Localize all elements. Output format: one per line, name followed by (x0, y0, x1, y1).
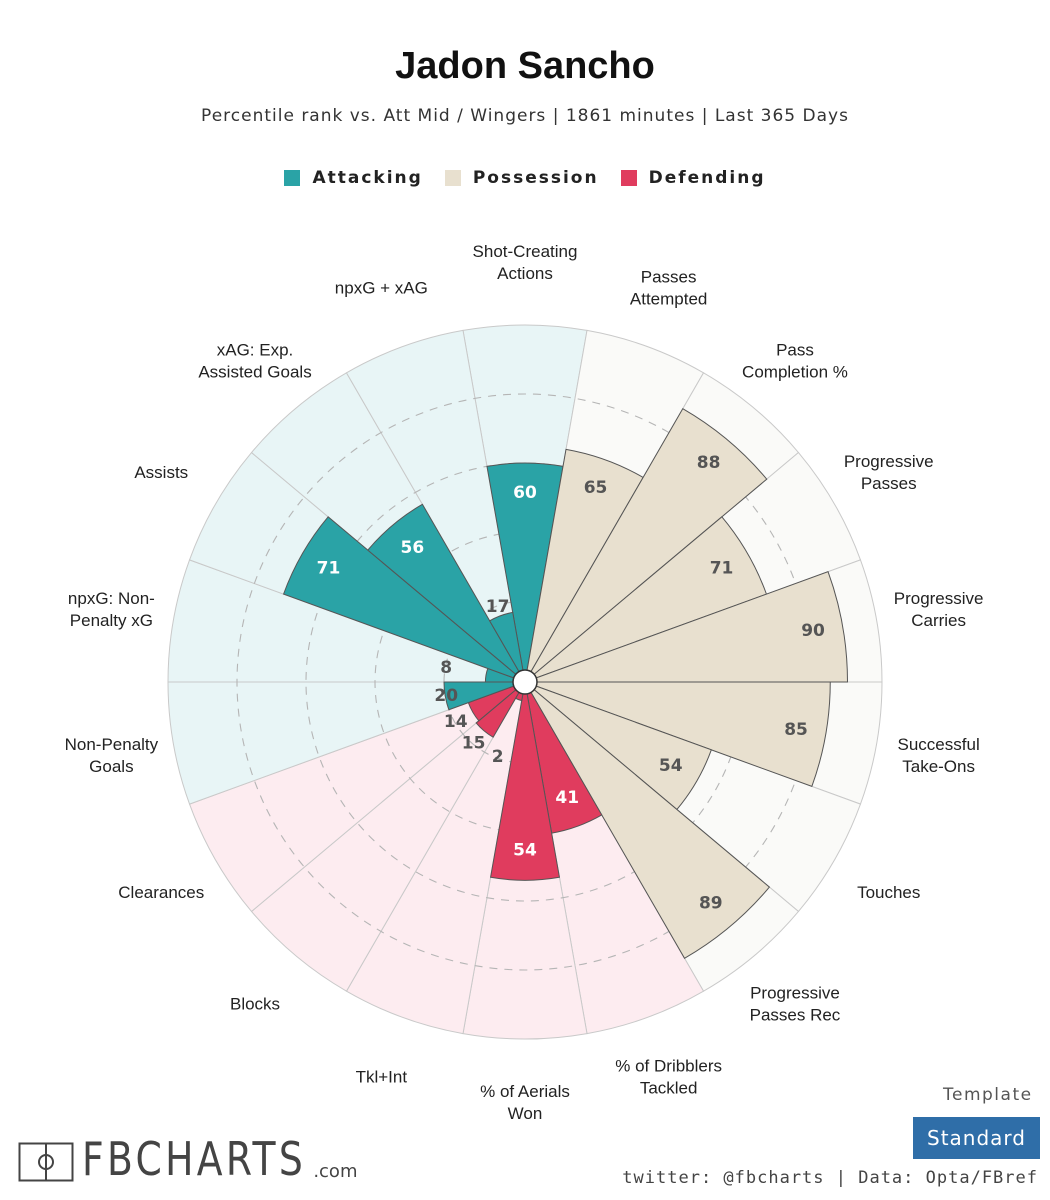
value-label-clearances: 14 (444, 712, 468, 732)
category-label-of-dribblers-tackled: % of Dribblers Tackled (615, 1057, 722, 1098)
value-label-passes-attempted: 65 (584, 478, 608, 498)
category-label-progressive-passes-rec: Progressive Passes Rec (750, 984, 841, 1025)
category-label-progressive-carries: Progressive Carries (894, 589, 984, 630)
legend-item-possession: Possession (444, 168, 599, 188)
value-label-tkl-int: 2 (492, 747, 504, 767)
legend: Attacking Possession Defending (0, 168, 1050, 188)
chart-subtitle: Percentile rank vs. Att Mid / Wingers | … (201, 106, 849, 126)
category-label-progressive-passes: Progressive Passes (844, 452, 934, 493)
legend-label-defending: Defending (648, 168, 766, 188)
logo-suffix: .com (313, 1161, 358, 1182)
logo-text: FBCHARTS (82, 1132, 307, 1186)
value-label-blocks: 15 (462, 733, 486, 753)
value-label-progressive-passes-rec: 89 (699, 893, 723, 913)
fbcharts-logo: FBCHARTS .com (18, 1136, 357, 1182)
chart-title: Jadon Sancho (395, 45, 655, 87)
category-label-clearances: Clearances (118, 883, 204, 902)
value-label-shot-creating-actions: 60 (513, 483, 537, 503)
value-label-assists: 71 (317, 559, 341, 579)
pitch-logo-icon (18, 1142, 74, 1182)
legend-item-defending: Defending (620, 168, 766, 188)
category-labels: Shot-Creating Actions Passes Attempted Pass C… (65, 242, 984, 1123)
template-badge: Standard (913, 1117, 1040, 1159)
value-label-npxg-non-penalty-xg: 8 (440, 658, 452, 678)
category-label-blocks: Blocks (230, 995, 280, 1014)
value-label-touches: 54 (659, 756, 683, 776)
category-label-non-penalty-goals: Non-Penalty Goals (65, 735, 159, 776)
value-label-progressive-carries: 90 (801, 621, 825, 641)
value-label-non-penalty-goals: 20 (434, 686, 458, 706)
value-label-successful-take-ons: 85 (784, 720, 808, 740)
category-label-assists: Assists (134, 463, 188, 482)
legend-label-attacking: Attacking (312, 168, 423, 188)
legend-label-possession: Possession (472, 168, 599, 188)
category-label-successful-take-ons: Successful Take-Ons (898, 735, 980, 776)
legend-swatch-attacking (284, 170, 301, 186)
value-label-npxg-xag: 17 (486, 597, 510, 617)
category-label-tkl-int: Tkl+Int (356, 1068, 408, 1087)
category-label-npxg-xag: npxG + xAG (335, 278, 428, 297)
category-label-passes-attempted: Passes Attempted (630, 267, 708, 308)
bars (282, 407, 849, 959)
value-label-pass-completion: 88 (697, 453, 721, 473)
legend-swatch-defending (620, 170, 637, 186)
category-label-xag-exp-assisted-goals: xAG: Exp. Assisted Goals (198, 340, 311, 381)
category-label-pass-completion: Pass Completion % (742, 340, 848, 381)
credits-text: twitter: @fbcharts | Data: Opta/FBref (622, 1168, 1038, 1188)
legend-swatch-possession (444, 170, 461, 186)
category-label-shot-creating-actions: Shot-Creating Actions (473, 242, 578, 283)
category-label-touches: Touches (857, 883, 920, 902)
value-label-progressive-passes: 71 (710, 559, 734, 579)
value-label-of-aerials-won: 54 (513, 840, 537, 860)
value-label-xag-exp-assisted-goals: 56 (401, 538, 425, 558)
category-label-of-aerials-won: % of Aerials Won (480, 1082, 570, 1123)
center-hole (512, 669, 538, 695)
value-label-of-dribblers-tackled: 41 (555, 788, 579, 808)
template-label: Template (943, 1085, 1033, 1105)
legend-item-attacking: Attacking (284, 168, 422, 188)
wedge-bg-npxg-xag (345, 329, 526, 683)
category-label-npxg-non-penalty-xg: npxG: Non-Penalty xG (68, 589, 155, 630)
